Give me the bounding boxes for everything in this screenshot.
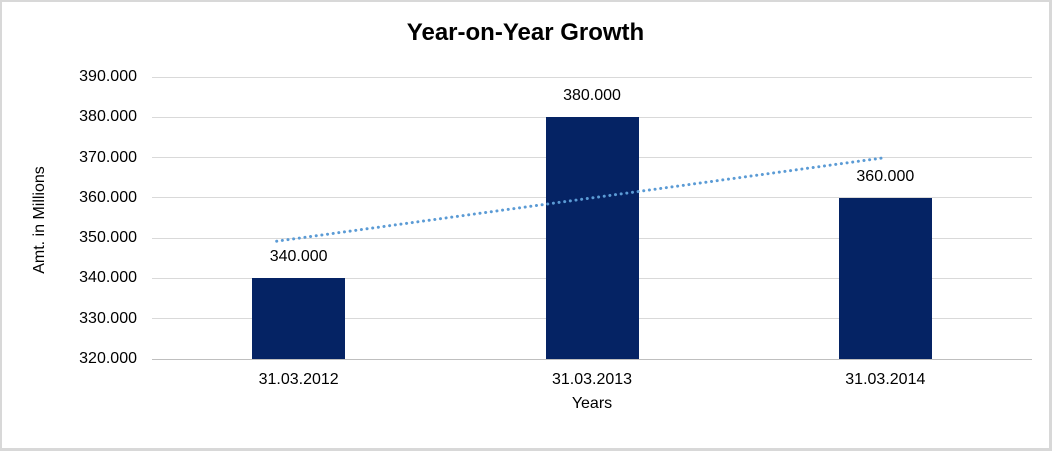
y-tick-label: 340.000 bbox=[79, 269, 137, 287]
y-tick-label: 370.000 bbox=[79, 148, 137, 166]
bar bbox=[545, 117, 639, 359]
y-tick-label: 390.000 bbox=[79, 68, 137, 85]
data-label: 360.000 bbox=[856, 167, 915, 185]
x-axis-title: Years bbox=[571, 395, 613, 412]
x-tick-label: 31.03.2013 bbox=[551, 371, 633, 388]
chart-title: Year-on-Year Growth bbox=[406, 19, 645, 46]
y-tick-label: 380.000 bbox=[79, 108, 137, 126]
y-tick-label: 360.000 bbox=[79, 188, 137, 206]
x-tick-label: 31.03.2014 bbox=[845, 371, 926, 388]
x-tick-label: 31.03.2012 bbox=[258, 371, 339, 388]
data-label: 340.000 bbox=[269, 248, 328, 266]
y-tick-label: 350.000 bbox=[79, 229, 137, 247]
x-axis-line bbox=[152, 358, 1032, 360]
data-label: 380.000 bbox=[563, 87, 621, 105]
y-tick-label: 330.000 bbox=[79, 309, 137, 327]
y-tick-label: 320.000 bbox=[79, 350, 137, 367]
gridline bbox=[152, 76, 1032, 78]
y-axis-title: Amt. in Millions bbox=[31, 166, 48, 274]
bar bbox=[838, 197, 932, 359]
bar bbox=[252, 278, 346, 359]
